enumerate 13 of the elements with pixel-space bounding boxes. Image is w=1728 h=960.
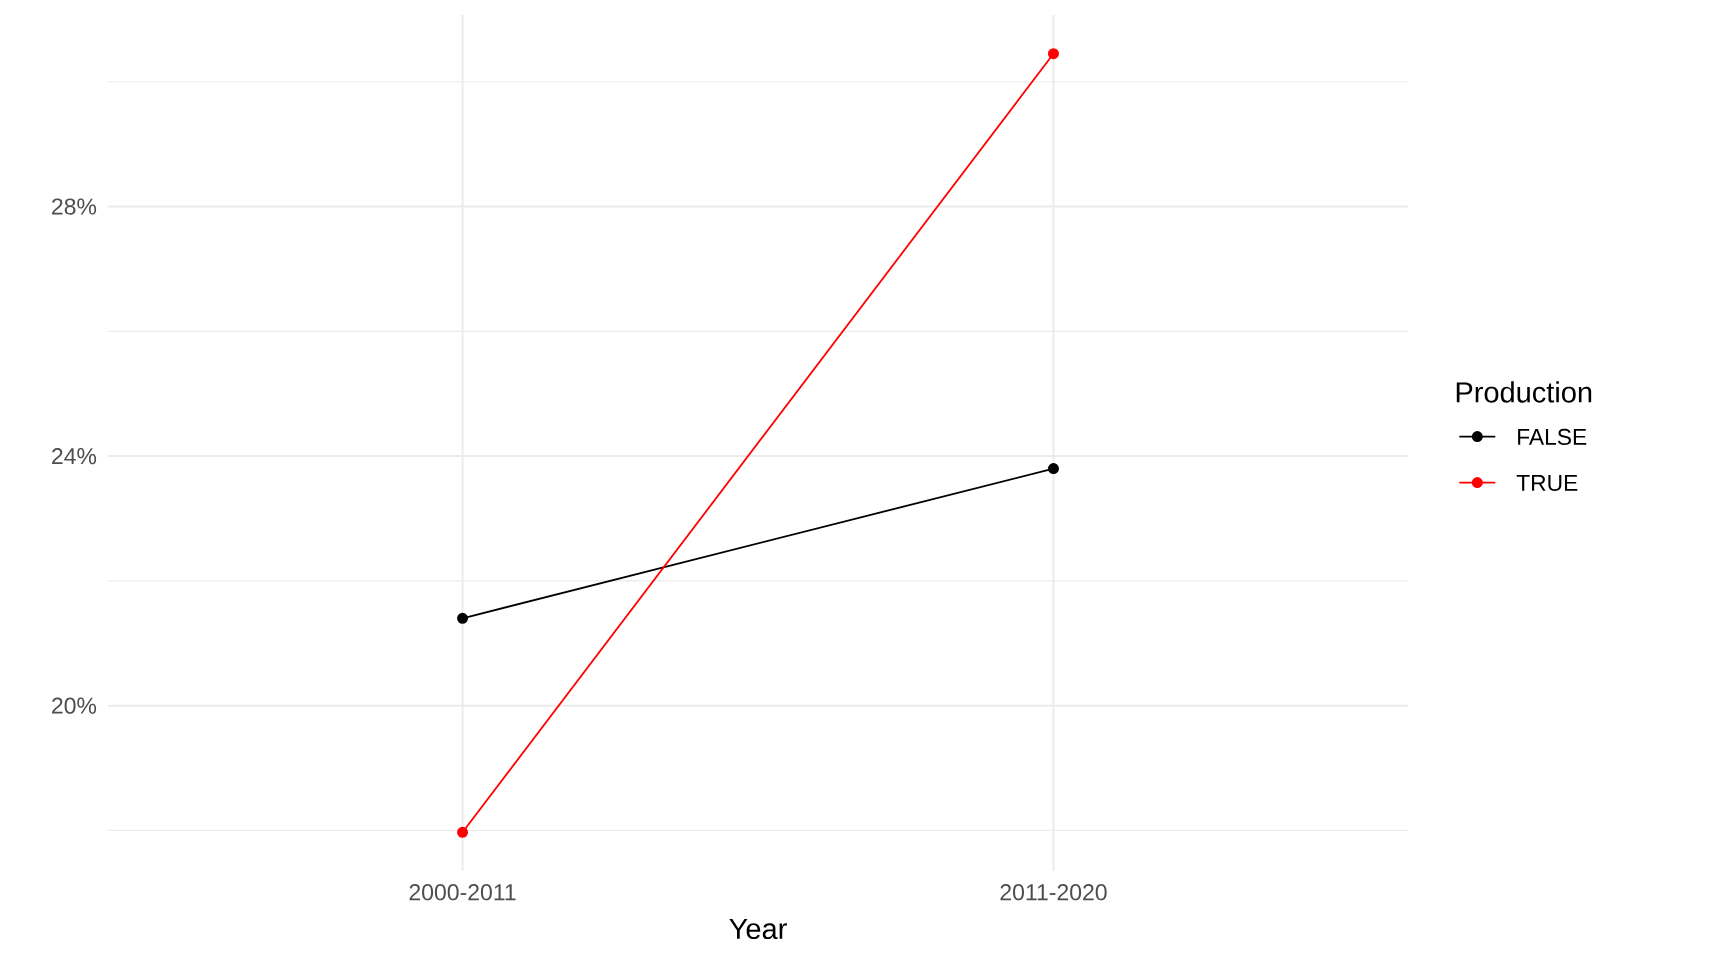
x-axis-title: Year — [729, 918, 787, 940]
legend-title: Production — [1456, 381, 1592, 403]
y-tick-label: 20% — [52, 697, 97, 714]
x-tick-label: 2000-2011 — [409, 884, 516, 901]
point — [457, 612, 469, 624]
x-tick-label: 2011-2020 — [1000, 884, 1107, 901]
y-tick-label: 24% — [52, 448, 97, 465]
point — [1047, 463, 1059, 475]
y-tick-label: 28% — [52, 198, 97, 215]
point — [457, 826, 469, 838]
legend-label: TRUE — [1516, 475, 1578, 492]
point — [1047, 48, 1059, 60]
legend-label: FALSE — [1518, 428, 1587, 446]
